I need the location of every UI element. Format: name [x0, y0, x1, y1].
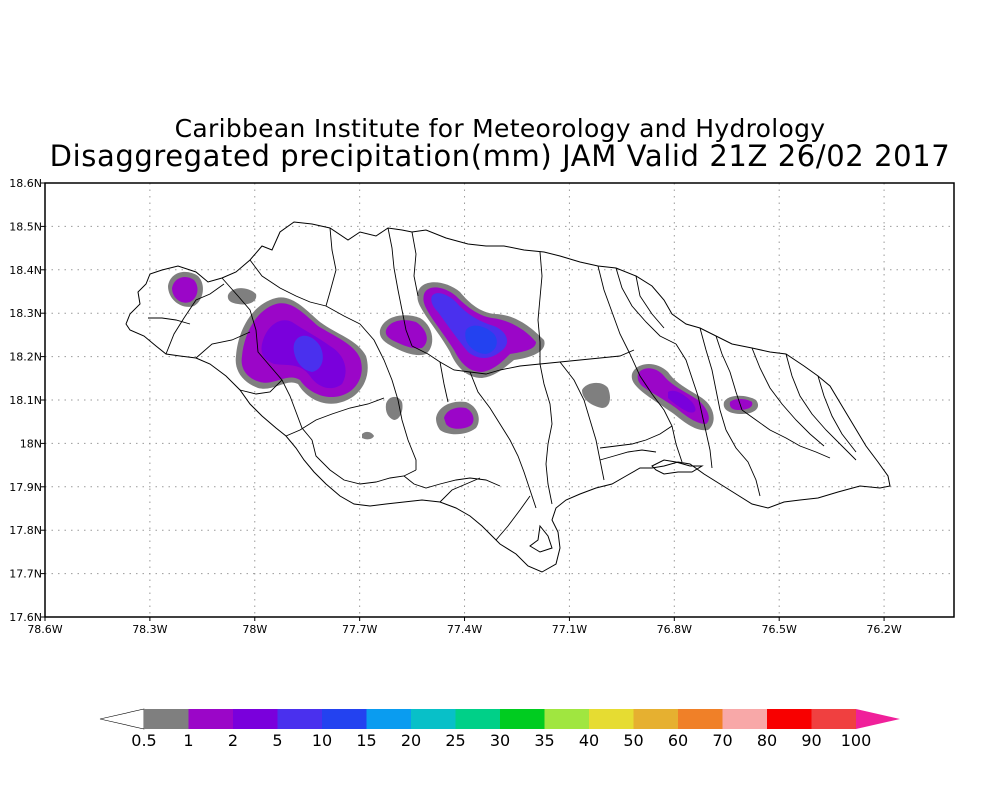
- legend-swatch: [233, 709, 278, 729]
- legend-arrow-high: [856, 709, 900, 729]
- plot-frame: [44, 182, 955, 618]
- legend-label: 5: [272, 731, 282, 750]
- precip-shading: [168, 271, 759, 440]
- lon-tick-label: 77.4W: [447, 623, 482, 636]
- legend-arrow-low: [99, 708, 145, 730]
- legend-label: 20: [401, 731, 421, 750]
- lat-tick-label: 18.6N: [9, 177, 42, 190]
- legend-label: 30: [490, 731, 510, 750]
- precip-area-purple: [172, 276, 198, 303]
- lat-tick-label: 17.9N: [9, 481, 42, 494]
- chart-title-institute: Caribbean Institute for Meteorology and …: [174, 114, 826, 143]
- legend-label: 60: [668, 731, 688, 750]
- lon-tick-label: 76.8W: [657, 623, 692, 636]
- legend-swatch: [188, 709, 233, 729]
- precip-area-purple: [385, 320, 427, 349]
- lat-tick-label: 18.2N: [9, 351, 42, 364]
- map-grid: [45, 183, 954, 617]
- lon-tick-label: 76.2W: [866, 623, 901, 636]
- legend-label: 0.5: [131, 731, 156, 750]
- legend-swatch: [767, 709, 812, 729]
- legend-swatch: [722, 709, 767, 729]
- chart-title-product: Disaggregated precipitation(mm) JAM Vali…: [49, 139, 951, 173]
- lat-tick-label: 18.4N: [9, 264, 42, 277]
- lon-tick-label: 78.6W: [27, 623, 62, 636]
- legend-label: 35: [534, 731, 554, 750]
- lat-tick-label: 17.6N: [9, 611, 42, 624]
- legend-swatch: [322, 709, 367, 729]
- precip-area-violet: [668, 390, 696, 413]
- legend-label: 40: [579, 731, 599, 750]
- precip-area-gray: [582, 382, 610, 408]
- lon-tick-label: 78.3W: [132, 623, 167, 636]
- lon-tick-label: 77.1W: [552, 623, 587, 636]
- lat-tick-label: 17.8N: [9, 524, 42, 537]
- latitude-axis: 17.6N 17.7N 17.8N 17.9N 18N 18.1N 18.2N 18.3N 18…: [9, 177, 45, 624]
- kingston-harbour: [529, 459, 704, 553]
- lon-tick-label: 76.5W: [762, 623, 797, 636]
- precip-legend: 0.5 1 2 5 10 15 20 25 30 35 40 50 60 70 80 90 100: [99, 708, 900, 750]
- legend-swatch: [544, 709, 589, 729]
- lat-tick-label: 18.1N: [9, 394, 42, 407]
- legend-swatch: [144, 709, 189, 729]
- legend-label: 10: [312, 731, 332, 750]
- legend-label: 1: [183, 731, 193, 750]
- legend-label: 25: [445, 731, 465, 750]
- legend-swatch: [589, 709, 634, 729]
- lon-tick-label: 77.7W: [342, 623, 377, 636]
- legend-swatch: [678, 709, 723, 729]
- lon-tick-label: 78W: [242, 623, 267, 636]
- precip-area-gray: [362, 431, 374, 440]
- parish-boundaries: [148, 227, 857, 541]
- legend-label: 2: [228, 731, 238, 750]
- precip-area-purple: [729, 399, 753, 410]
- legend-label: 90: [801, 731, 821, 750]
- lat-tick-label: 18.5N: [9, 220, 42, 233]
- longitude-axis: 78.6W 78.3W 78W 77.7W 77.4W 77.1W 76.8W 76.5W 76…: [27, 617, 902, 636]
- jamaica-coastline: [125, 221, 891, 573]
- precip-area-darkblue: [465, 325, 497, 354]
- lat-tick-label: 17.7N: [9, 568, 42, 581]
- legend-swatch: [455, 709, 500, 729]
- legend-swatch: [633, 709, 678, 729]
- precip-area-purple: [444, 407, 474, 429]
- legend-swatch: [411, 709, 456, 729]
- legend-swatch: [500, 709, 545, 729]
- legend-swatch: [366, 709, 411, 729]
- lat-tick-label: 18N: [20, 437, 42, 450]
- legend-swatch: [277, 709, 322, 729]
- legend-label: 70: [712, 731, 732, 750]
- precip-area-blue: [293, 335, 323, 372]
- legend-label: 15: [356, 731, 376, 750]
- legend-label: 50: [623, 731, 643, 750]
- legend-label: 80: [757, 731, 777, 750]
- precip-area-gray: [227, 288, 257, 305]
- legend-swatch: [811, 709, 856, 729]
- legend-label: 100: [841, 731, 872, 750]
- lat-tick-label: 18.3N: [9, 307, 42, 320]
